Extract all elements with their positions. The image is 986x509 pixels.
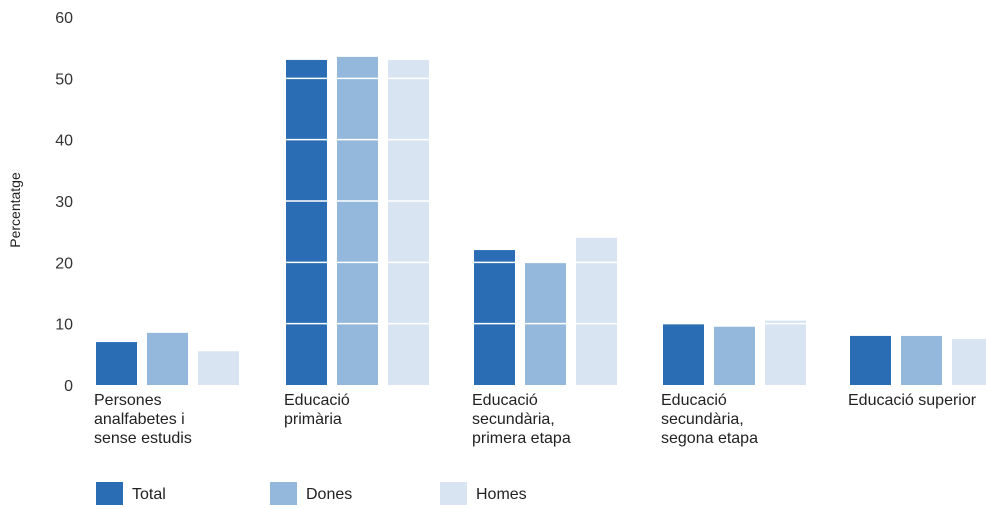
bar-homes-2 xyxy=(576,237,617,385)
bars xyxy=(96,56,986,385)
legend-label-total: Total xyxy=(132,486,166,503)
category-label: Educació secundària, segona etapa xyxy=(661,392,758,447)
bar-homes-1 xyxy=(388,59,429,385)
category-label: Educació superior xyxy=(848,392,977,409)
bar-dones-0 xyxy=(147,332,188,385)
y-tick-label: 20 xyxy=(55,255,73,272)
y-axis-label: Percentatge xyxy=(7,172,23,248)
legend-label-dones: Dones xyxy=(306,486,352,503)
bar-homes-0 xyxy=(198,351,239,385)
legend-swatch-dones xyxy=(270,482,297,505)
category-labels: Persones analfabetes i sense estudis Educac… xyxy=(94,392,977,447)
category-label: Educació secundària, primera etapa xyxy=(472,392,571,447)
y-tick-label: 50 xyxy=(55,71,73,88)
category-label: Persones analfabetes i sense estudis xyxy=(94,392,192,447)
legend-label-homes: Homes xyxy=(476,486,527,503)
bar-dones-3 xyxy=(714,326,755,385)
bar-total-2 xyxy=(474,250,515,385)
bar-homes-3 xyxy=(765,320,806,385)
y-tick-label: 60 xyxy=(55,10,73,27)
y-tick-label: 30 xyxy=(55,194,73,211)
legend-swatch-homes xyxy=(440,482,467,505)
legend-swatch-total xyxy=(96,482,123,505)
y-axis-ticks: 0 10 20 30 40 50 60 xyxy=(55,10,73,395)
y-tick-label: 40 xyxy=(55,133,73,150)
bar-total-4 xyxy=(850,335,891,385)
y-tick-label: 0 xyxy=(64,378,73,395)
bar-dones-4 xyxy=(901,335,942,385)
bar-dones-1 xyxy=(337,56,378,385)
bar-homes-4 xyxy=(952,339,986,385)
legend: Total Dones Homes xyxy=(96,482,527,505)
gridlines xyxy=(90,77,986,325)
category-label: Educació primària xyxy=(284,392,350,428)
bar-total-0 xyxy=(96,342,137,385)
bar-total-1 xyxy=(286,59,327,385)
bar-total-3 xyxy=(663,323,704,385)
y-tick-label: 10 xyxy=(55,317,73,334)
